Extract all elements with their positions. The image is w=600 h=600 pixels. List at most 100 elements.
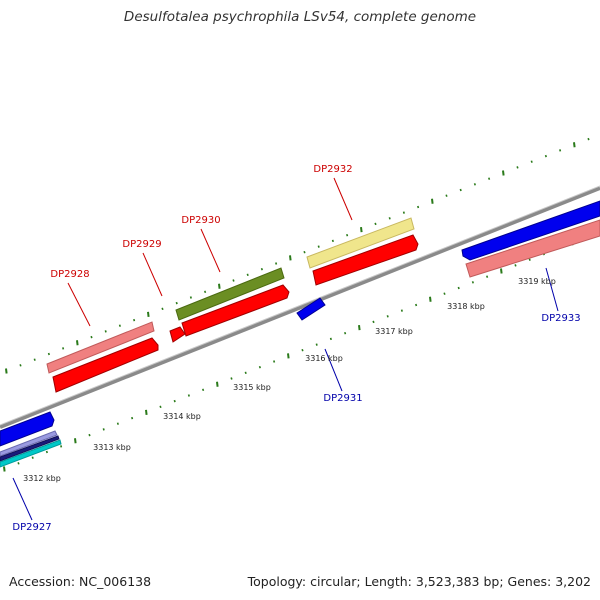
scale-tick	[104, 330, 107, 333]
scale-tick	[102, 428, 105, 431]
scale-tick	[131, 416, 134, 420]
scale-tick	[473, 183, 476, 186]
scale-tick	[329, 337, 332, 341]
gene-DP2927-feature-cyan[interactable]	[0, 439, 62, 468]
scale-tick	[303, 250, 306, 254]
scale-tick	[3, 466, 6, 472]
genome-backbone-highlight	[0, 185, 600, 426]
scale-tick	[45, 450, 48, 454]
map-title: Desulfotalea psychrophila LSv54, complet…	[123, 9, 477, 25]
scale-tick	[189, 296, 192, 299]
scale-tick	[402, 211, 405, 214]
scale-tick	[31, 456, 34, 459]
scale-tick	[486, 275, 489, 278]
label-leader-DP2928	[67, 282, 91, 327]
gene-DP2927-cds[interactable]	[0, 411, 55, 447]
gene-DP2932-track[interactable]	[306, 217, 419, 286]
gene-DP2932-cds[interactable]	[312, 234, 419, 286]
label-leader-DP2929	[142, 252, 163, 297]
scale-tick	[415, 303, 418, 307]
scale-tick	[90, 335, 93, 339]
scale-tick	[173, 399, 176, 403]
gene-label-DP2933[interactable]: DP2933	[541, 313, 580, 324]
scale-tick	[388, 217, 391, 220]
gene-DP2933-cds[interactable]	[461, 200, 600, 261]
scale-tick	[443, 292, 446, 295]
forward-tick-track	[5, 137, 590, 374]
gene-label-DP2932[interactable]: DP2932	[313, 164, 352, 175]
scale-tick	[19, 364, 22, 367]
scale-tick	[218, 283, 221, 289]
gene-label-DP2927[interactable]: DP2927	[12, 522, 51, 533]
gene-DP2933-feature[interactable]	[465, 219, 600, 278]
scale-tick	[246, 273, 249, 277]
scale-tick	[346, 233, 349, 237]
scale-label: 3319 kbp	[518, 277, 556, 286]
gene-DP2927-feature-lavender[interactable]	[0, 430, 58, 457]
scale-label: 3313 kbp	[93, 443, 131, 452]
scale-tick	[500, 268, 503, 274]
scale-tick	[88, 433, 91, 437]
scale-tick	[289, 255, 292, 261]
scale-tick	[360, 226, 363, 233]
scale-tick	[516, 166, 519, 169]
gene-label-DP2931[interactable]: DP2931	[323, 393, 362, 404]
accession-text: Accession: NC_006138	[9, 574, 152, 589]
genome-backbone	[0, 186, 600, 429]
scale-tick	[258, 365, 261, 369]
scale-tick	[344, 331, 347, 335]
scale-label: 3317 kbp	[375, 327, 413, 336]
gene-label-DP2930[interactable]: DP2930	[181, 215, 220, 226]
gene-DP2931-cds[interactable]	[296, 297, 326, 321]
scale-tick	[76, 340, 79, 346]
gene-DP2928-cds[interactable]	[52, 337, 159, 393]
scale-label: 3314 kbp	[163, 412, 201, 421]
scale-label: 3316 kbp	[305, 354, 343, 363]
gene-DP2927-feature-navy[interactable]	[0, 435, 60, 462]
label-leader-DP2933	[545, 267, 559, 312]
scale-tick	[133, 318, 136, 322]
scale-tick	[74, 438, 77, 444]
gene-DP2933-track[interactable]	[461, 200, 600, 278]
scale-tick	[544, 154, 547, 158]
scale-tick	[587, 137, 590, 141]
scale-tick	[147, 311, 150, 318]
scale-tick	[372, 320, 375, 324]
gene-DP2932-feature[interactable]	[306, 217, 415, 269]
gene-label-DP2928[interactable]: DP2928	[50, 269, 89, 280]
gene-DP2929-track[interactable]	[169, 326, 186, 343]
scale-tick	[230, 377, 233, 380]
gene-DP2930-feature[interactable]	[175, 267, 285, 321]
scale-tick	[471, 281, 474, 284]
scale-tick	[530, 160, 533, 163]
label-leader-DP2931	[324, 348, 343, 392]
scale-label: 3315 kbp	[233, 383, 271, 392]
scale-tick	[386, 315, 389, 318]
gene-DP2930-track[interactable]	[175, 267, 290, 337]
gene-DP2930-cds[interactable]	[181, 284, 290, 337]
label-leader-DP2930	[200, 228, 221, 273]
genome-summary-text: Topology: circular; Length: 3,523,383 bp…	[247, 574, 591, 589]
gene-DP2931-track[interactable]	[296, 297, 326, 321]
scale-tick	[5, 368, 8, 374]
scale-tick	[159, 405, 162, 409]
scale-tick	[260, 267, 263, 271]
scale-tick	[417, 205, 420, 209]
gene-DP2929-cds[interactable]	[169, 326, 186, 343]
scale-tick	[118, 324, 121, 327]
gene-label-DP2929[interactable]: DP2929	[122, 239, 161, 250]
scale-tick	[175, 301, 178, 305]
scale-tick	[400, 309, 403, 312]
scale-tick	[331, 239, 334, 243]
scale-tick	[62, 347, 65, 350]
gene-DP2928-feature[interactable]	[46, 321, 155, 374]
scale-label: 3318 kbp	[447, 302, 485, 311]
scale-tick	[429, 296, 432, 302]
gene-DP2927-track[interactable]	[0, 411, 62, 468]
scale-tick	[17, 462, 20, 465]
label-leader-DP2932	[333, 177, 353, 221]
gene-DP2928-track[interactable]	[46, 321, 159, 393]
scale-tick	[514, 264, 517, 267]
scale-tick	[47, 352, 50, 356]
scale-tick	[374, 222, 377, 226]
